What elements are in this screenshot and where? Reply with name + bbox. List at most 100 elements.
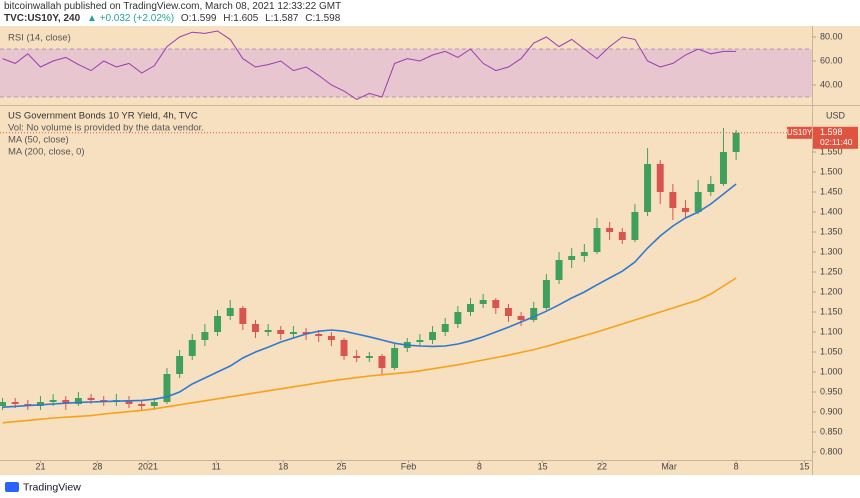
ohlc: O:1.599 <box>180 13 217 24</box>
candle-body <box>226 308 234 316</box>
unit-label: USD <box>826 110 846 120</box>
y-tick-label: 0.850 <box>820 426 843 436</box>
candle-body <box>530 308 538 320</box>
x-tick-label: 21 <box>35 461 45 471</box>
candle-body <box>302 332 310 334</box>
y-tick-label: 1.250 <box>820 266 843 276</box>
y-tick-label: 0.950 <box>820 386 843 396</box>
candle-body <box>542 280 550 308</box>
countdown: 02:11:40 <box>820 137 853 147</box>
y-tick-label: 40.00 <box>820 79 843 89</box>
candle-body <box>656 164 664 192</box>
candle-body <box>441 324 449 332</box>
candle-body <box>378 356 386 368</box>
candle-body <box>315 334 323 336</box>
candle-body <box>239 308 247 324</box>
brand: TradingView <box>23 481 81 493</box>
y-tick-label: 0.800 <box>820 446 843 456</box>
y-tick-label: 1.000 <box>820 366 843 376</box>
candle-body <box>11 402 19 404</box>
candle-body <box>0 402 7 406</box>
x-tick-label: 15 <box>538 461 548 471</box>
candle-body <box>289 332 297 334</box>
x-tick-label: 2021 <box>138 461 158 471</box>
candle-body <box>479 300 487 304</box>
legend-entry: MA (200, close, 0) <box>8 147 85 158</box>
candle-body <box>138 404 146 406</box>
candle-body <box>277 330 285 334</box>
candle-body <box>416 340 424 342</box>
candle-body <box>125 400 133 404</box>
y-tick-label: 1.300 <box>820 246 843 256</box>
main-title: US Government Bonds 10 YR Yield, 4h, TVC <box>8 111 198 122</box>
candle-body <box>631 212 639 240</box>
x-tick-label: 22 <box>597 461 607 471</box>
legend-entry: MA (50, close) <box>8 135 69 146</box>
candle-body <box>252 324 259 332</box>
x-tick-label: 11 <box>212 461 221 471</box>
candle-body <box>176 356 184 374</box>
logo: TradingView <box>5 481 81 493</box>
candle-body <box>62 400 70 404</box>
y-tick-label: 1.500 <box>820 166 843 176</box>
candle-body <box>163 374 171 402</box>
candle-body <box>644 164 652 212</box>
candle-body <box>504 308 512 316</box>
subtitle: Vol: No volume is provided by the data v… <box>8 123 204 134</box>
candle-body <box>188 340 196 356</box>
series-line <box>2 183 737 408</box>
candle-body <box>580 252 588 256</box>
change: ▲ +0.032 (+2.02%) <box>86 13 175 24</box>
candle-body <box>593 228 601 252</box>
ohlc: C:1.598 <box>305 13 341 24</box>
ohlc: L:1.587 <box>265 13 299 24</box>
symbol: TVC:US10Y, 240 <box>4 13 81 24</box>
y-tick-label: 1.050 <box>820 346 843 356</box>
candle-body <box>454 312 462 324</box>
candle-body <box>36 402 44 406</box>
candle-body <box>555 260 563 280</box>
x-tick-label: Mar <box>661 461 677 471</box>
candle-body <box>74 398 82 404</box>
series-line <box>2 277 737 424</box>
candle-body <box>732 132 740 152</box>
logo-icon <box>5 482 19 492</box>
candle-body <box>719 152 727 184</box>
x-tick-label: Feb <box>401 461 417 471</box>
candle-body <box>467 304 474 312</box>
header: bitcoinwallah published on TradingView.c… <box>4 1 344 25</box>
symbol-tag-label: US10Y <box>787 128 813 137</box>
candle-body <box>429 332 437 340</box>
y-tick-label: 1.200 <box>820 286 843 296</box>
candle-body <box>340 340 348 356</box>
candle-body <box>618 232 626 240</box>
rsi-band <box>0 49 812 97</box>
candle-body <box>682 208 689 212</box>
y-tick-label: 1.150 <box>820 306 843 316</box>
x-tick-label: 15 <box>799 461 809 471</box>
symbol-line: TVC:US10Y, 240 ▲ +0.032 (+2.02%) O:1.599… <box>4 13 344 25</box>
candle-body <box>517 316 525 320</box>
candle-body <box>87 398 95 400</box>
candle-body <box>694 192 702 212</box>
y-tick-label: 1.350 <box>820 226 843 236</box>
y-tick-label: 1.450 <box>820 186 843 196</box>
candle-body <box>606 228 614 232</box>
candle-body <box>669 192 677 208</box>
candle-body <box>568 256 576 260</box>
x-tick-label: 8 <box>734 461 739 471</box>
publish-line: bitcoinwallah published on TradingView.c… <box>4 1 342 12</box>
candle-body <box>201 332 209 340</box>
series-line <box>2 30 737 100</box>
x-tick-label: 28 <box>92 461 102 471</box>
candle-body <box>365 356 373 358</box>
candle-body <box>327 336 335 340</box>
x-tick-label: 8 <box>477 461 482 471</box>
candle-body <box>391 348 399 368</box>
x-tick-label: 25 <box>336 461 346 471</box>
x-tick-label: 18 <box>278 461 288 471</box>
candle-body <box>492 300 500 308</box>
y-tick-label: 0.900 <box>820 406 843 416</box>
y-tick-label: 1.400 <box>820 206 843 216</box>
